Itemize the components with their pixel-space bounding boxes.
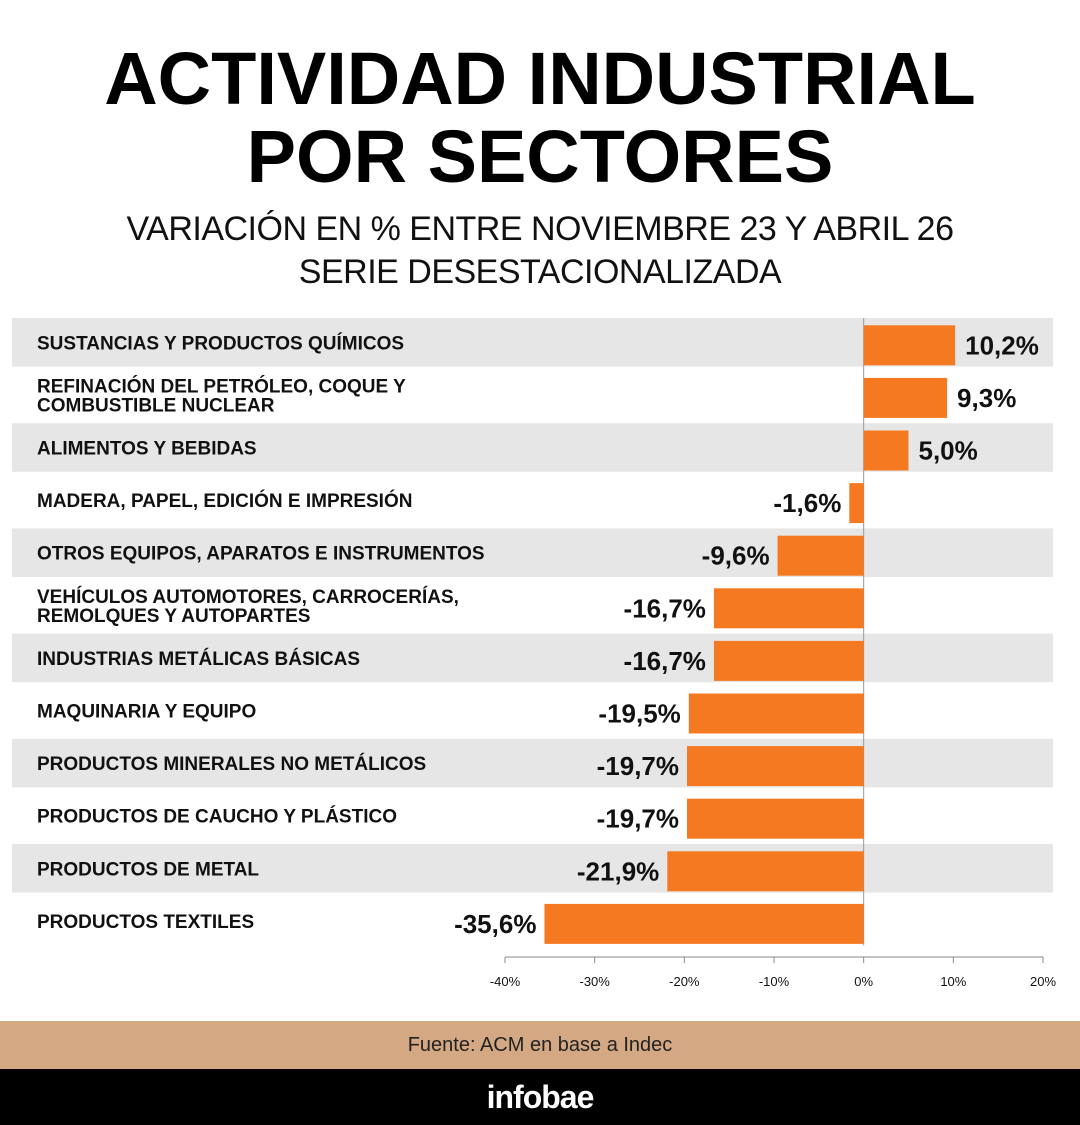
title-line-2: POR SECTORES xyxy=(246,115,834,198)
category-label: PRODUCTOS TEXTILES xyxy=(37,912,254,933)
chart-subtitle: VARIACIÓN EN % ENTRE NOVIEMBRE 23 Y ABRI… xyxy=(0,208,1080,294)
source-bar: Fuente: ACM en base a Indec xyxy=(0,1021,1080,1069)
value-label: -19,7% xyxy=(597,804,679,834)
x-tick-label: -40% xyxy=(490,974,521,989)
row-stripe xyxy=(12,528,1053,577)
value-label: 10,2% xyxy=(965,330,1039,360)
bar xyxy=(687,746,864,787)
value-label: 9,3% xyxy=(957,383,1016,413)
x-tick-label: -30% xyxy=(579,974,610,989)
category-label: MADERA, PAPEL, EDICIÓN E IMPRESIÓN xyxy=(37,490,412,512)
value-label: -16,7% xyxy=(624,593,706,623)
row-stripe xyxy=(12,844,1053,893)
value-label: -16,7% xyxy=(624,646,706,676)
infobae-logo[interactable]: infobae xyxy=(486,1078,595,1115)
row-stripe xyxy=(12,738,1053,788)
bar xyxy=(713,588,864,629)
category-label: INDUSTRIAS METÁLICAS BÁSICAS xyxy=(37,648,360,670)
bar xyxy=(863,430,909,471)
subtitle-line-2: SERIE DESESTACIONALIZADA xyxy=(298,253,782,291)
bar xyxy=(863,325,956,366)
category-label: MAQUINARIA Y EQUIPO xyxy=(37,702,256,723)
x-tick-label: 0% xyxy=(854,974,873,989)
bar xyxy=(863,377,948,418)
x-tick-label: 10% xyxy=(940,974,966,989)
bar xyxy=(849,483,864,524)
category-label: PRODUCTOS DE CAUCHO Y PLÁSTICO xyxy=(37,806,397,828)
category-label: SUSTANCIAS Y PRODUCTOS QUÍMICOS xyxy=(37,332,404,354)
category-label: OTROS EQUIPOS, APARATOS E INSTRUMENTOS xyxy=(37,544,485,565)
bar xyxy=(688,693,864,734)
bar xyxy=(667,851,864,892)
footer: infobae xyxy=(0,1069,1080,1125)
bar xyxy=(713,640,864,681)
value-label: 5,0% xyxy=(919,436,978,466)
value-label: -19,7% xyxy=(597,751,679,781)
bar xyxy=(777,535,864,576)
category-label: REFINACIÓN DEL PETRÓLEO, COQUE Y COMBUSTI… xyxy=(37,375,406,416)
category-label: ALIMENTOS Y BEBIDAS xyxy=(37,439,257,460)
subtitle-line-1: VARIACIÓN EN % ENTRE NOVIEMBRE 23 Y ABRI… xyxy=(126,210,954,248)
value-label: -35,6% xyxy=(454,909,536,939)
bar xyxy=(544,903,864,944)
value-label: -19,5% xyxy=(598,699,680,729)
x-tick-label: 20% xyxy=(1030,974,1056,989)
category-label: PRODUCTOS MINERALES NO METÁLICOS xyxy=(37,753,426,775)
chart-title: ACTIVIDAD INDUSTRIAL POR SECTORES xyxy=(0,40,1080,196)
category-label: VEHÍCULOS AUTOMOTORES, CARROCERÍAS, REMOL… xyxy=(37,586,459,627)
bar-chart: SUSTANCIAS Y PRODUCTOS QUÍMICOS 10,2% REFI… xyxy=(12,318,1056,989)
category-label: PRODUCTOS DE METAL xyxy=(37,859,259,880)
x-tick-label: -10% xyxy=(759,974,790,989)
value-label: -9,6% xyxy=(702,541,770,571)
value-label: -1,6% xyxy=(773,488,841,518)
bar xyxy=(687,798,864,839)
source-text: Fuente: ACM en base a Indec xyxy=(407,1033,673,1056)
title-line-1: ACTIVIDAD INDUSTRIAL xyxy=(104,37,976,120)
value-label: -21,9% xyxy=(577,856,659,886)
row-stripe xyxy=(12,633,1053,683)
x-tick-label: -20% xyxy=(669,974,700,989)
